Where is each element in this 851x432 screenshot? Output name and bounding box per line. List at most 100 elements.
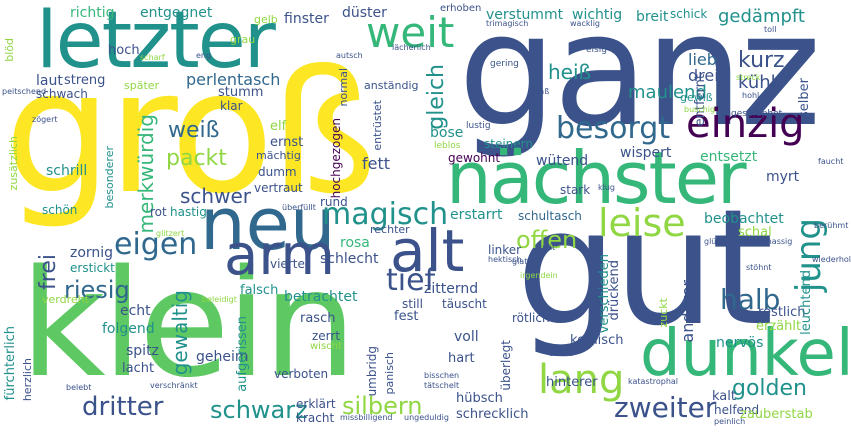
word-zerrt: zerrt [312, 329, 341, 343]
word-kuehl: kühl [738, 72, 776, 93]
word-rechter: rechter [370, 223, 410, 236]
word-spaet2: spät [538, 243, 556, 252]
word-vierter: vierter [270, 257, 310, 271]
word-offen: offen [516, 226, 578, 254]
word-hastig: hastig [170, 205, 207, 219]
word-verdreht: verdreht [42, 293, 89, 306]
word-rot: rot [150, 205, 167, 219]
word-dick: dick [548, 345, 573, 359]
word-scharf: scharf [140, 53, 165, 62]
word-hart: hart [448, 351, 475, 366]
word-komisch: komisch [570, 333, 624, 348]
word-massig: massig [764, 237, 793, 246]
word-ernst: ernst [270, 135, 304, 150]
word-laut: laut [36, 73, 63, 89]
word-perlentasch: perlentasch [186, 70, 281, 89]
word-leise: leise [598, 201, 686, 245]
word-gering: gering [490, 59, 519, 69]
word-missbilligend: missbilligend [340, 413, 393, 422]
word-schrill: schrill [46, 163, 88, 179]
word-beleidigt: beleidigt [202, 295, 237, 304]
word-autsch: autsch [336, 51, 363, 60]
word-leblos: leblos [434, 141, 461, 151]
word-taeuscht: täuscht [442, 297, 487, 311]
word-schick: schick [670, 7, 708, 21]
word-eng: eng [196, 51, 212, 60]
word-rasch: rasch [300, 311, 336, 326]
word-buschig: buschig [684, 105, 716, 114]
word-stumm: stumm [218, 85, 264, 100]
word-toll: toll [764, 25, 777, 34]
word-gewohnt: gewohnt [448, 151, 501, 165]
word-glatt: glatt [512, 257, 531, 266]
word-entgegnet: entgegnet [140, 5, 213, 21]
word-ganz: ganz [458, 0, 821, 161]
word-beruehmt: berühmt [814, 221, 849, 230]
word-erzaehlt: erzählt [756, 319, 802, 334]
word-schultasch: schultasch [518, 209, 582, 223]
word-wichtig: wichtig [572, 7, 623, 23]
word-streng: streng [64, 73, 106, 88]
word-naechster: nächster [446, 136, 747, 220]
word-duester: düster [342, 5, 387, 21]
word-letzter: letzter [36, 0, 276, 86]
word-gluecklich: glücklich [704, 237, 740, 246]
word-kracht: kracht [296, 411, 335, 425]
word-hohl: hohl [742, 91, 760, 100]
word-wacklig: wacklig [570, 19, 600, 28]
word-fett: fett [362, 154, 391, 173]
word-bisschen: bisschen [424, 371, 460, 380]
word-voll: voll [454, 329, 479, 345]
word-rosa: rosa [340, 235, 370, 251]
word-hoch: hoch [108, 43, 140, 58]
word-erklaert: erklärt [296, 397, 336, 411]
word-breit: breit [636, 9, 669, 25]
word-hektisch: hektisch [488, 255, 522, 264]
word-zornig: zornig [70, 245, 114, 261]
word-gelb: gelb [254, 13, 278, 26]
word-schoen: schön [42, 203, 78, 217]
word-spitz: spitz [126, 343, 159, 359]
word-schrecklich: schrecklich [456, 407, 529, 422]
word-grau: grau [230, 33, 256, 46]
word-selber: selber [797, 78, 812, 118]
word-vertraut: vertraut [254, 181, 303, 195]
word-zusaetzlich: zusätzlich [7, 136, 20, 191]
word-weiss: weiß [168, 118, 220, 143]
word-magisch: magisch [322, 197, 449, 232]
word-panisch: panisch [383, 352, 396, 395]
word-anstaendig: anständig [364, 79, 419, 92]
word-maechtig: mächtig [256, 149, 301, 162]
word-wischt: wischt [310, 341, 342, 352]
word-schwer: schwer [180, 184, 251, 208]
word-zoegert: zögert [32, 115, 58, 124]
word-fest: fest [394, 309, 419, 324]
word-taetschelt: tätschelt [424, 381, 460, 390]
word-fuerchterlich: fürchterlich [3, 326, 18, 401]
word-lustig: lustig [466, 121, 491, 131]
word-spaet: später [124, 79, 160, 92]
word-wuetend: wütend [536, 153, 589, 169]
word-finster: finster [284, 11, 329, 27]
word-peinlich: peinlich [714, 417, 746, 426]
word-belebt: belebt [66, 383, 92, 392]
word-umbridg: umbridg [365, 346, 379, 397]
word-heiss: heiß [548, 60, 592, 84]
word-verschraenkt: verschränkt [150, 381, 198, 390]
word-gleich: gleich [424, 64, 449, 130]
word-kalt: kalt [712, 389, 736, 404]
word-verschieden: verschieden [597, 254, 612, 334]
word-huebsch: hübsch [456, 391, 503, 406]
word-ungeduldig: ungeduldig [404, 413, 449, 422]
word-tagesprophet: tagesprophet [722, 109, 783, 119]
word-riesig: riesig [64, 276, 130, 304]
word-gut: gut [516, 174, 774, 361]
word-leuchtend: leuchtend [799, 270, 814, 335]
word-erhoben: erhoben [440, 3, 482, 14]
word-stoehnt: stöhnt [746, 263, 772, 272]
word-zitternd: zitternd [424, 281, 479, 297]
word-golden: golden [732, 376, 807, 401]
word-linker: linker [488, 243, 522, 257]
word-gewiss: gewiß [680, 91, 713, 104]
word-besonderer: besonderer [103, 146, 116, 209]
